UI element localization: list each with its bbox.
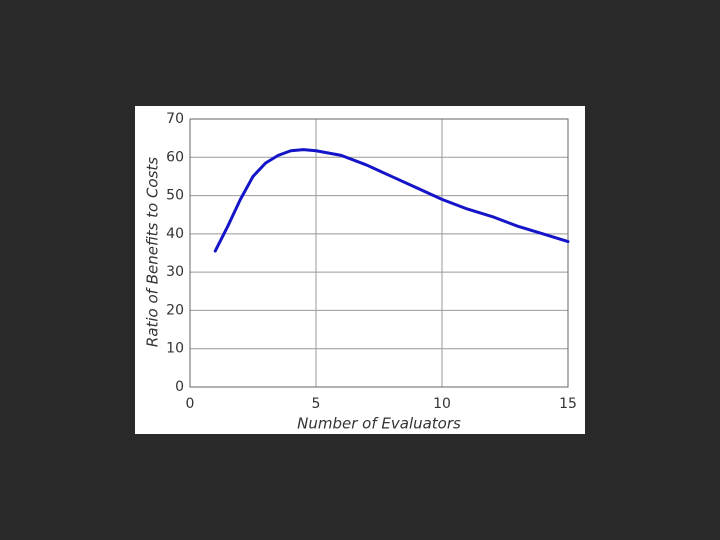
x-tick-label: 15	[559, 396, 577, 412]
x-tick-label: 0	[186, 396, 195, 412]
y-tick-label: 30	[166, 264, 184, 280]
y-tick-label: 20	[166, 302, 184, 318]
y-tick-label: 70	[166, 111, 184, 127]
chart-panel	[135, 106, 585, 434]
x-axis-label: Number of Evaluators	[297, 415, 461, 433]
y-tick-label: 0	[175, 379, 184, 395]
y-tick-label: 40	[166, 226, 184, 242]
plot-frame	[189, 118, 569, 388]
y-tick-label: 50	[166, 188, 184, 204]
line	[213, 148, 570, 253]
x-tick-label: 10	[433, 396, 451, 412]
x-tick-label: 5	[312, 396, 321, 412]
y-tick-label: 10	[166, 341, 184, 357]
y-tick-label: 60	[166, 149, 184, 165]
y-axis-label: Ratio of Benefits to Costs	[144, 157, 162, 347]
